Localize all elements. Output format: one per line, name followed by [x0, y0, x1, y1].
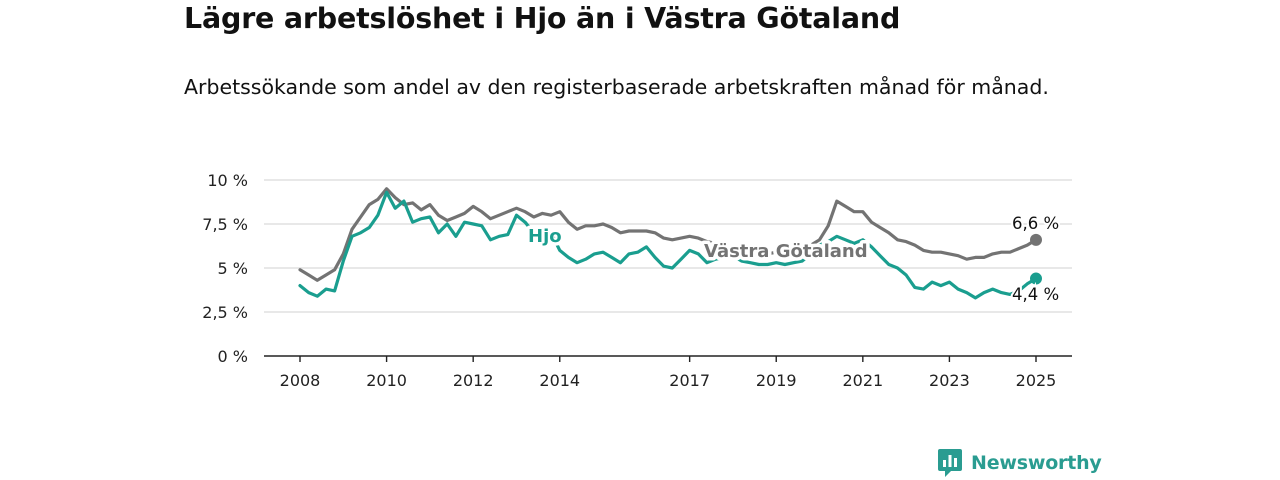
x-tick-label: 2017: [669, 371, 710, 390]
x-tick-label: 2019: [756, 371, 797, 390]
newsworthy-brand[interactable]: Newsworthy: [937, 448, 1102, 478]
x-tick-label: 2010: [366, 371, 407, 390]
x-tick-label: 2023: [929, 371, 970, 390]
x-tick-label: 2025: [1016, 371, 1057, 390]
y-tick-label: 10 %: [207, 171, 248, 190]
x-tick-label: 2014: [539, 371, 580, 390]
grid: [264, 179, 1072, 313]
x-axis: 2008 2010 2012 2014 2017 2019 2021 2023 2025: [264, 355, 1072, 390]
hjo-label: Hjo: [528, 226, 562, 247]
hjo-end-point: [1030, 272, 1042, 285]
hjo-line: [298, 190, 1038, 300]
y-tick-label: 5 %: [218, 259, 248, 278]
brand-name: Newsworthy: [971, 452, 1102, 474]
chart-title: Lägre arbetslöshet i Hjo än i Västra Göt…: [184, 2, 901, 35]
x-tick-label: 2012: [453, 371, 494, 390]
chart-subtitle: Arbetssökande som andel av den registerb…: [184, 75, 1049, 99]
y-axis-ticks: 0 % 2,5 % 5 % 7,5 % 10 %: [202, 171, 248, 366]
hjo-end-label: 4,4 %: [1012, 285, 1059, 304]
y-tick-label: 0 %: [218, 347, 248, 366]
vastra-gotaland-end-point: [1030, 233, 1042, 246]
x-tick-label: 2021: [842, 371, 883, 390]
vastra-gotaland-line: [298, 187, 1038, 282]
y-tick-label: 7,5 %: [202, 215, 248, 234]
series: [298, 187, 1042, 300]
vastra-gotaland-end-label: 6,6 %: [1012, 214, 1059, 233]
y-tick-label: 2,5 %: [202, 303, 248, 322]
vastra-gotaland-label: Västra Götaland: [704, 241, 868, 262]
newsworthy-logo-icon: [938, 449, 962, 477]
series-labels: Västra Götaland Hjo 6,6 % 4,4 %: [525, 212, 1062, 306]
x-tick-label: 2008: [280, 371, 321, 390]
